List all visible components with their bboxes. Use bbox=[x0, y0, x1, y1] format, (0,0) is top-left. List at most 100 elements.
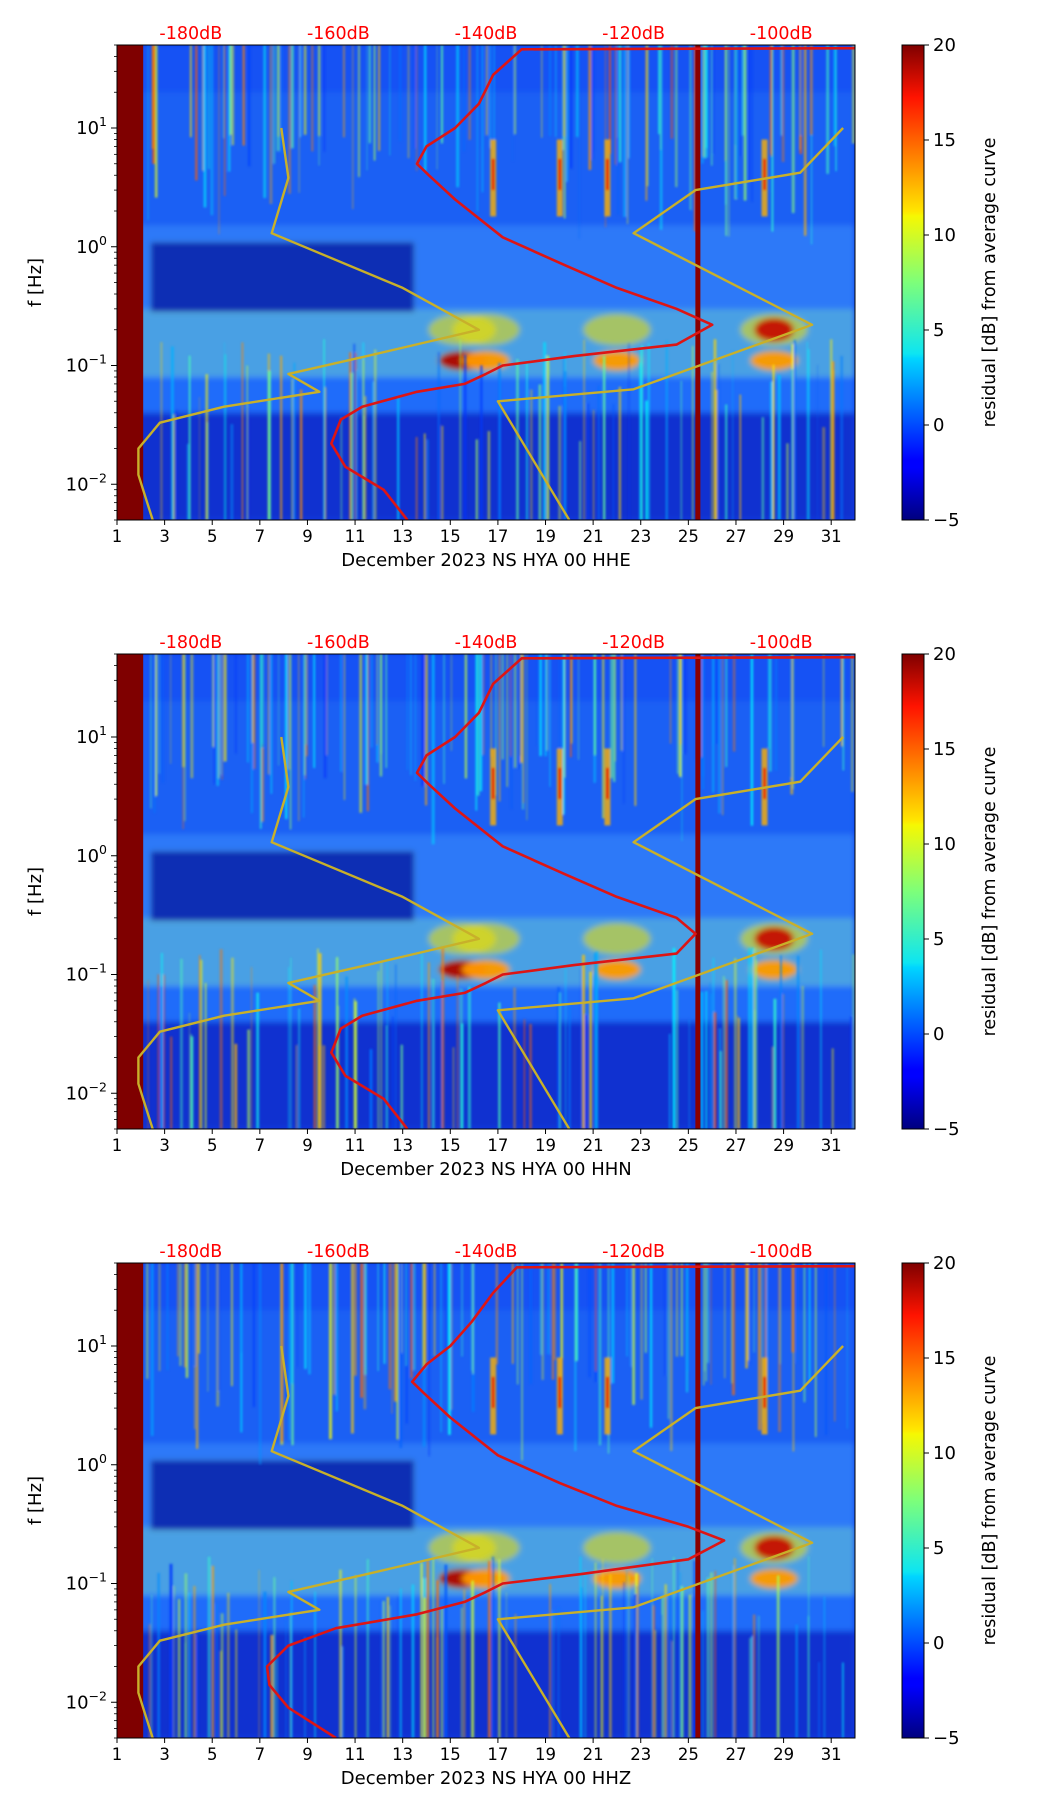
x-tick-label: 3 bbox=[159, 1745, 170, 1764]
top-db-tick-label: -140dB bbox=[455, 24, 518, 44]
y-tick-label: 10−2 bbox=[66, 470, 107, 495]
series-line-1 bbox=[330, 46, 855, 520]
x-tick-label: 29 bbox=[773, 527, 794, 546]
y-axis-label: f [Hz] bbox=[25, 1476, 46, 1525]
x-tick-label: 17 bbox=[487, 527, 508, 546]
colorbar-tick-label: 20 bbox=[933, 1253, 956, 1274]
colorbar-tick-label: −5 bbox=[933, 510, 960, 531]
top-db-tick-label: -180dB bbox=[159, 24, 222, 44]
colorbar-label: residual [dB] from average curve bbox=[980, 138, 1000, 428]
x-tick-label: 13 bbox=[392, 1136, 413, 1155]
y-tick-label: 100 bbox=[76, 233, 107, 258]
top-db-tick-label: -160dB bbox=[307, 24, 370, 44]
y-tick-label: 101 bbox=[76, 114, 107, 139]
y-tick-label: 100 bbox=[76, 1451, 107, 1476]
x-tick-label: 19 bbox=[535, 527, 556, 546]
data-gap-band bbox=[117, 1263, 144, 1738]
top-db-tick-label: -100dB bbox=[750, 24, 813, 44]
y-tick-label: 10−1 bbox=[66, 352, 107, 377]
x-tick-label: 29 bbox=[773, 1745, 794, 1764]
x-tick-label: 29 bbox=[773, 1136, 794, 1155]
colorbar-tick-label: 0 bbox=[933, 1633, 944, 1654]
x-tick-label: 23 bbox=[630, 1136, 651, 1155]
x-tick-label: 5 bbox=[207, 1136, 218, 1155]
y-tick-label: 101 bbox=[76, 1332, 107, 1357]
x-tick-label: 15 bbox=[440, 1136, 461, 1155]
x-tick-label: 11 bbox=[345, 1136, 366, 1155]
y-tick-label: 100 bbox=[76, 842, 107, 867]
x-axis-label: December 2023 NS HYA 00 HHE bbox=[341, 550, 630, 571]
colorbar-tick-label: −5 bbox=[933, 1728, 960, 1749]
colorbar bbox=[901, 653, 925, 1130]
series-line-2 bbox=[137, 127, 481, 520]
x-tick-label: 15 bbox=[440, 1745, 461, 1764]
x-tick-label: 31 bbox=[821, 527, 842, 546]
x-tick-label: 19 bbox=[535, 1745, 556, 1764]
spectrogram-heatmap bbox=[117, 654, 855, 1129]
x-tick-label: 9 bbox=[302, 1136, 313, 1155]
colorbar-tick-label: 20 bbox=[933, 644, 956, 665]
x-tick-label: 19 bbox=[535, 1136, 556, 1155]
top-db-tick-label: -160dB bbox=[307, 633, 370, 653]
x-tick-label: 5 bbox=[207, 1745, 218, 1764]
x-tick-label: 1 bbox=[112, 1136, 123, 1155]
heatmap-bands bbox=[117, 654, 855, 1129]
x-tick-label: 21 bbox=[583, 527, 604, 546]
x-tick-label: 27 bbox=[725, 1136, 746, 1155]
x-tick-label: 9 bbox=[302, 527, 313, 546]
x-tick-label: 7 bbox=[255, 527, 266, 546]
top-db-tick-label: -140dB bbox=[455, 1242, 518, 1262]
x-tick-label: 21 bbox=[583, 1745, 604, 1764]
data-gap-line bbox=[695, 1263, 701, 1738]
x-tick-label: 27 bbox=[725, 527, 746, 546]
x-tick-label: 17 bbox=[487, 1745, 508, 1764]
top-db-tick-label: -180dB bbox=[159, 1242, 222, 1262]
x-tick-label: 31 bbox=[821, 1745, 842, 1764]
series-line-2 bbox=[137, 736, 481, 1129]
y-axis-label: f [Hz] bbox=[25, 867, 46, 916]
x-tick-label: 11 bbox=[345, 1745, 366, 1764]
colorbar-tick-label: 15 bbox=[933, 1348, 956, 1369]
y-tick-label: 10−1 bbox=[66, 961, 107, 986]
x-tick-label: 27 bbox=[725, 1745, 746, 1764]
x-tick-label: 13 bbox=[392, 1745, 413, 1764]
top-db-tick-label: -140dB bbox=[455, 633, 518, 653]
x-tick-label: 17 bbox=[487, 1136, 508, 1155]
x-tick-label: 7 bbox=[255, 1745, 266, 1764]
series-line-1 bbox=[265, 1264, 855, 1738]
x-tick-label: 9 bbox=[302, 1745, 313, 1764]
data-gap-band bbox=[117, 45, 144, 520]
x-tick-label: 3 bbox=[159, 527, 170, 546]
series-line-2 bbox=[137, 1345, 481, 1738]
colorbar-tick-label: 15 bbox=[933, 130, 956, 151]
top-db-tick-label: -120dB bbox=[602, 1242, 665, 1262]
colorbar-tick-label: 10 bbox=[933, 834, 956, 855]
x-tick-label: 25 bbox=[678, 527, 699, 546]
x-tick-label: 25 bbox=[678, 1136, 699, 1155]
spectrogram-heatmap bbox=[117, 1263, 855, 1738]
data-gap-line bbox=[695, 654, 701, 1129]
colorbar-tick-label: 5 bbox=[933, 320, 944, 341]
x-tick-label: 23 bbox=[630, 527, 651, 546]
colorbar-tick-label: 10 bbox=[933, 225, 956, 246]
colorbar-tick-label: −5 bbox=[933, 1119, 960, 1140]
top-db-tick-label: -160dB bbox=[307, 1242, 370, 1262]
heatmap-streaks bbox=[147, 654, 855, 1129]
colorbar-tick-label: 20 bbox=[933, 35, 956, 56]
x-axis-label: December 2023 NS HYA 00 HHN bbox=[340, 1159, 632, 1180]
series-line-3 bbox=[496, 1345, 844, 1738]
colorbar bbox=[901, 1262, 925, 1739]
colorbar-tick-label: 10 bbox=[933, 1443, 956, 1464]
series-line-3 bbox=[496, 736, 844, 1129]
y-tick-label: 101 bbox=[76, 723, 107, 748]
top-db-tick-label: -120dB bbox=[602, 24, 665, 44]
colorbar-tick-label: 15 bbox=[933, 739, 956, 760]
data-gap-line bbox=[695, 45, 701, 520]
top-db-tick-label: -180dB bbox=[159, 633, 222, 653]
colorbar-label: residual [dB] from average curve bbox=[980, 1356, 1000, 1646]
x-tick-label: 13 bbox=[392, 527, 413, 546]
x-tick-label: 7 bbox=[255, 1136, 266, 1155]
